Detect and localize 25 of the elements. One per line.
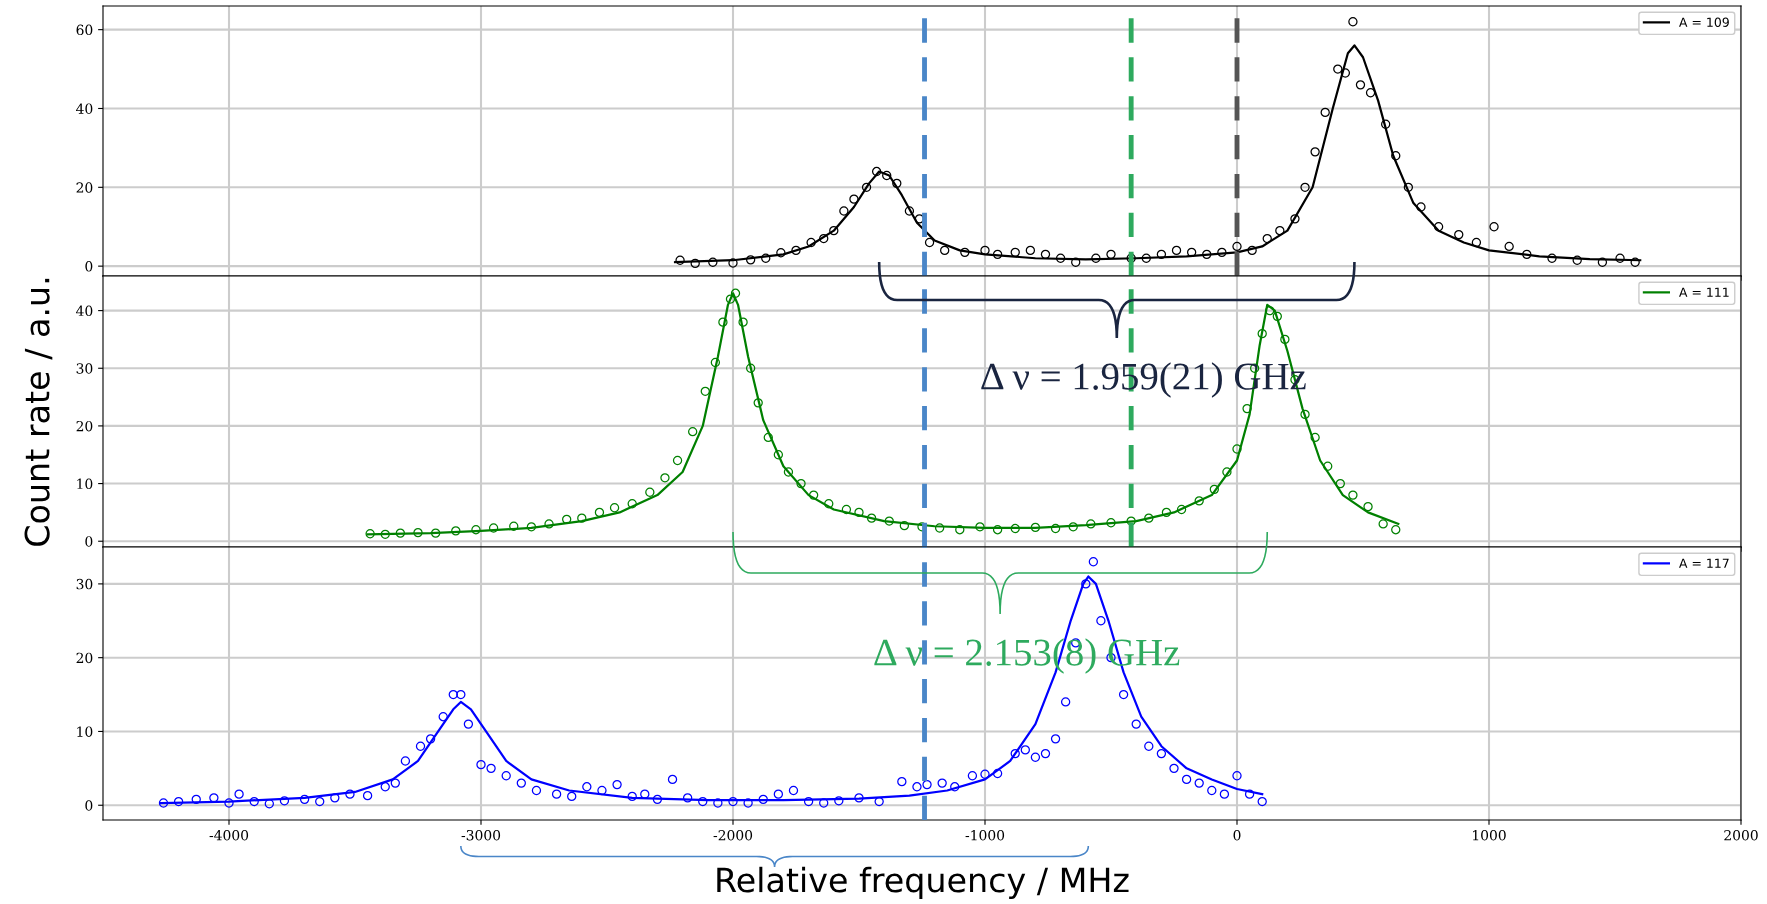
y-tick-label: 0: [85, 261, 93, 272]
y-tick-label: 40: [76, 305, 93, 317]
y-tick-label: 30: [76, 578, 93, 590]
legend-label: A = 117: [1679, 558, 1729, 568]
x-tick-label: -1000: [965, 829, 1005, 841]
y-axis-title: Count rate / a.u.: [24, 278, 53, 546]
x-tick-label: 1000: [1473, 829, 1506, 841]
x-tick-label: 0: [1233, 829, 1241, 841]
y-tick-label: 20: [76, 652, 93, 664]
legend-label: A = 109: [1679, 17, 1729, 27]
x-tick-label: -4000: [209, 829, 249, 841]
y-tick-label: 10: [77, 478, 93, 490]
y-tick-label: 30: [76, 363, 93, 374]
y-tick-label: 0: [85, 536, 93, 547]
y-tick-label: 40: [76, 103, 93, 114]
y-tick-label: 60: [76, 24, 93, 36]
x-axis-title: Relative frequency / MHz: [717, 866, 1129, 900]
legend-label: A = 111: [1679, 287, 1729, 297]
y-tick-label: 0: [85, 800, 93, 811]
y-tick-label: 20: [76, 182, 93, 193]
y-tick-label: 10: [77, 726, 93, 737]
x-tick-label: 2000: [1724, 829, 1758, 841]
x-tick-label: -3000: [461, 829, 501, 841]
y-tick-label: 20: [76, 420, 93, 432]
x-tick-label: -2000: [713, 829, 753, 841]
